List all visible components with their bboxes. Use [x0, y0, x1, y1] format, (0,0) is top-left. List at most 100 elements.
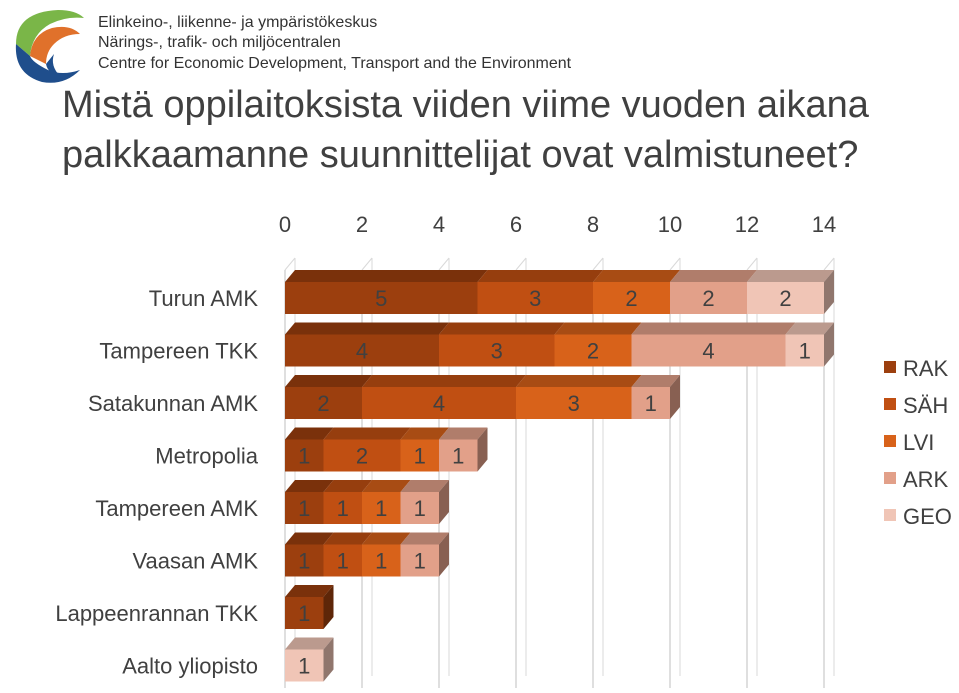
gridline-top-7 [823, 257, 835, 271]
x-tick-label-1: 2 [356, 212, 368, 237]
bar-0-ARK [670, 282, 747, 314]
data-label-5-RAK: 1 [298, 549, 310, 574]
legend-swatch-GEO [884, 509, 896, 521]
x-tick-label-2: 4 [433, 212, 445, 237]
bar-side-4 [439, 480, 449, 524]
bar-top-0-GEO [747, 270, 834, 282]
bar-0-RAK [285, 282, 478, 314]
bar-4-RAK [285, 492, 324, 524]
bar-4-SÄH [323, 492, 362, 524]
data-label-0-RAK: 5 [375, 286, 387, 311]
data-label-1-GEO: 1 [799, 339, 811, 364]
ely-logo-icon [15, 10, 84, 83]
bar-3-SÄH [323, 439, 401, 472]
org-name-en: Centre for Economic Development, Transpo… [98, 55, 572, 72]
bar-top-0-SÄH [477, 270, 603, 282]
x-tick-label-5: 10 [658, 212, 682, 237]
category-label-2: Satakunnan AMK [88, 391, 258, 416]
bar-3-ARK [439, 439, 478, 472]
bar-2-LVI [516, 387, 632, 419]
org-name-fi: Elinkeino-, liikenne- ja ympäristökeskus [98, 14, 378, 31]
bar-top-2-LVI [516, 375, 642, 387]
bar-top-3-ARK [439, 427, 488, 440]
gridline-top-4 [592, 257, 604, 271]
category-label-6: Lappeenrannan TKK [55, 601, 258, 626]
data-label-3-SÄH: 2 [356, 444, 368, 469]
data-label-5-LVI: 1 [375, 549, 387, 574]
data-label-5-SÄH: 1 [337, 549, 349, 574]
data-label-6-RAK: 1 [298, 601, 310, 626]
bar-top-6-RAK [285, 585, 334, 597]
bar-top-1-ARK [631, 322, 796, 335]
data-label-1-SÄH: 3 [491, 339, 503, 364]
bar-top-2-ARK [631, 375, 680, 387]
category-label-1: Tampereen TKK [99, 339, 258, 364]
bar-top-3-RAK [285, 427, 334, 440]
data-label-3-ARK: 1 [452, 444, 464, 469]
data-label-4-RAK: 1 [298, 496, 310, 521]
bar-top-5-RAK [285, 532, 334, 545]
page-title-line-1: Mistä oppilaitoksista viiden viime vuode… [62, 84, 869, 126]
bar-side-3 [477, 427, 488, 472]
data-label-1-LVI: 2 [587, 339, 599, 364]
bar-0-GEO [747, 282, 824, 314]
legend-label-ARK: ARK [903, 467, 949, 492]
data-label-5-ARK: 1 [414, 549, 426, 574]
category-label-7: Aalto yliopisto [122, 654, 258, 679]
bar-0-SÄH [477, 282, 593, 314]
bar-top-4-RAK [285, 480, 334, 492]
data-label-0-ARK: 2 [702, 286, 714, 311]
bar-top-4-LVI [362, 480, 411, 492]
bar-top-0-RAK [285, 270, 488, 282]
data-label-4-ARK: 1 [414, 496, 426, 521]
data-label-2-SÄH: 4 [433, 391, 445, 416]
legend-label-SÄH: SÄH [903, 393, 948, 418]
data-label-0-GEO: 2 [779, 286, 791, 311]
bar-top-2-RAK [285, 375, 372, 387]
legend-swatch-LVI [884, 435, 896, 447]
bar-2-ARK [631, 387, 670, 419]
bar-side-7 [323, 637, 334, 682]
legend-label-GEO: GEO [903, 504, 952, 529]
data-label-3-LVI: 1 [414, 444, 426, 469]
bar-top-5-SÄH [323, 532, 372, 545]
bar-1-LVI [554, 334, 632, 367]
category-label-0: Turun AMK [149, 286, 259, 311]
bar-3-LVI [400, 439, 439, 472]
data-label-2-RAK: 2 [317, 391, 329, 416]
page-title-line-2: palkkaamanne suunnittelijat ovat valmist… [62, 134, 859, 176]
gridline-top-3 [515, 257, 527, 271]
bar-5-LVI [362, 544, 401, 577]
bar-top-4-SÄH [323, 480, 372, 492]
bar-side-1 [824, 322, 834, 367]
x-tick-label-3: 6 [510, 212, 522, 237]
bar-top-1-SÄH [439, 322, 565, 335]
bar-2-SÄH [362, 387, 516, 419]
bar-top-1-LVI [554, 322, 642, 335]
legend-label-RAK: RAK [903, 356, 949, 381]
bar-6-RAK [285, 597, 324, 629]
bar-side-5 [439, 532, 449, 577]
bar-top-1-RAK [285, 322, 449, 335]
legend-swatch-ARK [884, 472, 896, 484]
bar-top-5-LVI [362, 532, 411, 545]
legend-swatch-SÄH [884, 398, 896, 410]
bar-1-RAK [285, 334, 439, 367]
bar-5-SÄH [323, 544, 362, 577]
bar-side-2 [670, 375, 680, 419]
bar-top-3-LVI [400, 427, 449, 440]
data-label-1-ARK: 4 [702, 339, 714, 364]
bar-top-4-ARK [400, 480, 449, 492]
bar-1-ARK [631, 334, 786, 367]
data-label-4-LVI: 1 [375, 496, 387, 521]
bar-3-RAK [285, 439, 324, 472]
legend-swatch-RAK [884, 361, 896, 373]
gridline-top-6 [746, 257, 758, 271]
data-label-7-GEO: 1 [298, 654, 310, 679]
bar-1-GEO [785, 334, 824, 367]
x-tick-label-6: 12 [735, 212, 759, 237]
x-tick-label-0: 0 [279, 212, 291, 237]
bar-1-SÄH [439, 334, 555, 367]
category-label-3: Metropolia [155, 444, 258, 469]
x-tick-label-7: 14 [812, 212, 836, 237]
